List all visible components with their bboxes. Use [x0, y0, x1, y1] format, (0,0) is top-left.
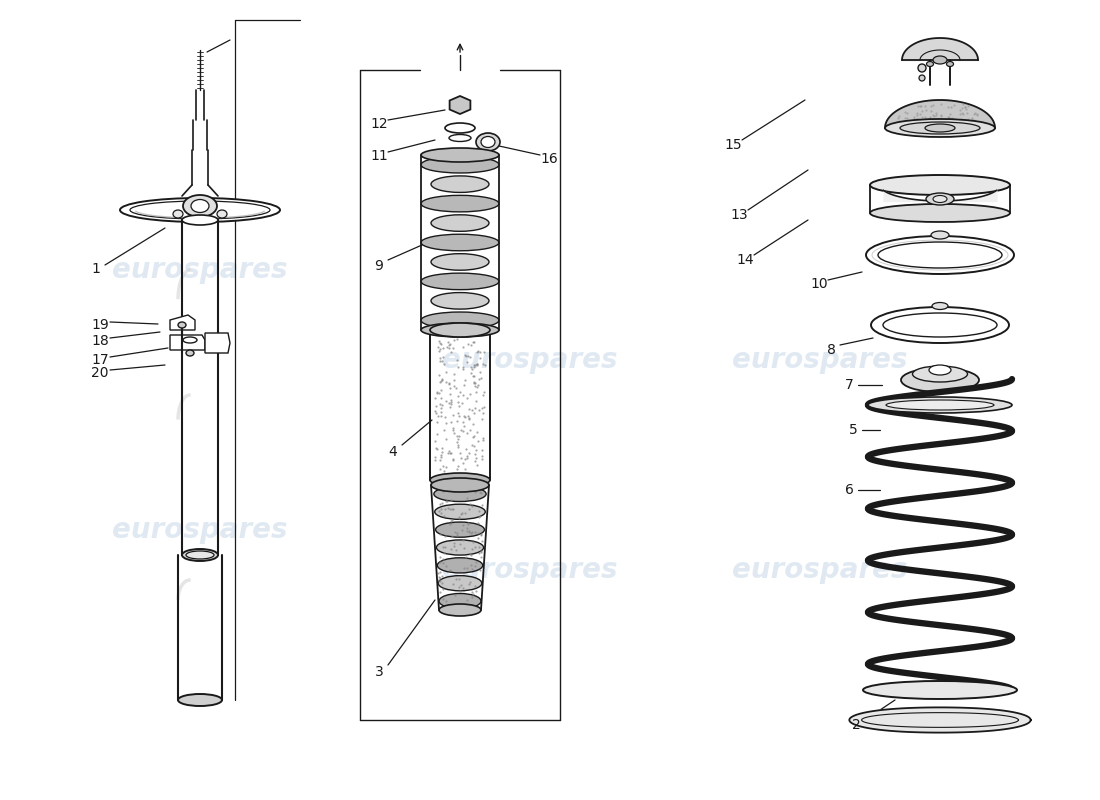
Polygon shape — [170, 315, 195, 330]
Text: 18: 18 — [91, 334, 109, 348]
Ellipse shape — [931, 231, 949, 239]
Ellipse shape — [430, 323, 490, 337]
Ellipse shape — [183, 337, 197, 343]
Ellipse shape — [173, 210, 183, 218]
Text: 8: 8 — [826, 343, 835, 357]
Text: 16: 16 — [540, 152, 558, 166]
Ellipse shape — [191, 199, 209, 213]
Ellipse shape — [431, 254, 490, 270]
Ellipse shape — [436, 522, 484, 538]
Ellipse shape — [421, 323, 499, 337]
Ellipse shape — [434, 504, 485, 519]
Ellipse shape — [864, 681, 1018, 699]
Text: 9: 9 — [375, 259, 384, 273]
Polygon shape — [450, 96, 471, 114]
Text: 6: 6 — [845, 483, 854, 497]
Ellipse shape — [870, 175, 1010, 195]
Ellipse shape — [901, 368, 979, 392]
Ellipse shape — [433, 486, 486, 502]
Polygon shape — [170, 335, 205, 350]
Ellipse shape — [421, 234, 499, 250]
Ellipse shape — [438, 558, 483, 573]
Ellipse shape — [866, 236, 1014, 274]
Ellipse shape — [186, 350, 194, 356]
Ellipse shape — [926, 62, 934, 66]
Polygon shape — [849, 707, 1031, 733]
Ellipse shape — [421, 312, 499, 329]
Ellipse shape — [883, 313, 997, 337]
Ellipse shape — [431, 478, 490, 492]
Ellipse shape — [430, 473, 490, 487]
Ellipse shape — [925, 124, 955, 132]
Ellipse shape — [933, 56, 947, 64]
Ellipse shape — [421, 195, 499, 212]
Text: 14: 14 — [736, 253, 754, 267]
Text: 4: 4 — [388, 445, 397, 459]
Ellipse shape — [946, 62, 954, 66]
Ellipse shape — [183, 195, 217, 217]
Ellipse shape — [439, 604, 481, 616]
Text: 11: 11 — [370, 149, 388, 163]
Ellipse shape — [178, 694, 222, 706]
Ellipse shape — [438, 576, 482, 591]
Ellipse shape — [918, 64, 926, 72]
Ellipse shape — [900, 122, 980, 134]
Ellipse shape — [918, 75, 925, 81]
Ellipse shape — [421, 148, 499, 162]
Text: 17: 17 — [91, 353, 109, 367]
Ellipse shape — [217, 210, 227, 218]
Ellipse shape — [476, 133, 501, 151]
Polygon shape — [205, 333, 230, 353]
Ellipse shape — [186, 551, 214, 559]
Text: 19: 19 — [91, 318, 109, 332]
Text: 20: 20 — [91, 366, 109, 380]
Text: 10: 10 — [811, 277, 828, 291]
Text: 15: 15 — [724, 138, 741, 152]
Ellipse shape — [932, 302, 948, 310]
Text: eurospares: eurospares — [112, 516, 288, 544]
Ellipse shape — [933, 195, 947, 202]
Ellipse shape — [878, 242, 1002, 268]
Text: 2: 2 — [851, 718, 860, 732]
Ellipse shape — [439, 594, 481, 609]
Text: 12: 12 — [371, 117, 388, 131]
Ellipse shape — [481, 137, 495, 147]
Ellipse shape — [446, 123, 475, 133]
Ellipse shape — [182, 549, 218, 561]
Ellipse shape — [437, 540, 484, 555]
Text: eurospares: eurospares — [733, 556, 908, 584]
Text: 3: 3 — [375, 665, 384, 679]
Ellipse shape — [930, 365, 952, 375]
Text: 5: 5 — [848, 423, 857, 437]
Ellipse shape — [182, 215, 218, 225]
Ellipse shape — [421, 157, 499, 173]
Ellipse shape — [870, 204, 1010, 222]
Ellipse shape — [868, 397, 1012, 413]
Ellipse shape — [926, 193, 954, 205]
Ellipse shape — [913, 366, 968, 382]
Ellipse shape — [421, 273, 499, 290]
Ellipse shape — [120, 198, 280, 222]
Ellipse shape — [886, 400, 994, 410]
Text: 7: 7 — [845, 378, 854, 392]
Polygon shape — [886, 100, 996, 128]
Ellipse shape — [449, 134, 471, 142]
Ellipse shape — [431, 176, 490, 193]
Ellipse shape — [130, 201, 270, 219]
Ellipse shape — [886, 119, 996, 137]
Ellipse shape — [871, 307, 1009, 343]
Text: 1: 1 — [91, 262, 100, 276]
Ellipse shape — [431, 214, 490, 231]
Text: 13: 13 — [730, 208, 748, 222]
Text: eurospares: eurospares — [733, 346, 908, 374]
Text: eurospares: eurospares — [442, 556, 618, 584]
Ellipse shape — [431, 293, 490, 309]
Text: eurospares: eurospares — [112, 256, 288, 284]
Text: eurospares: eurospares — [442, 346, 618, 374]
Ellipse shape — [178, 322, 186, 328]
